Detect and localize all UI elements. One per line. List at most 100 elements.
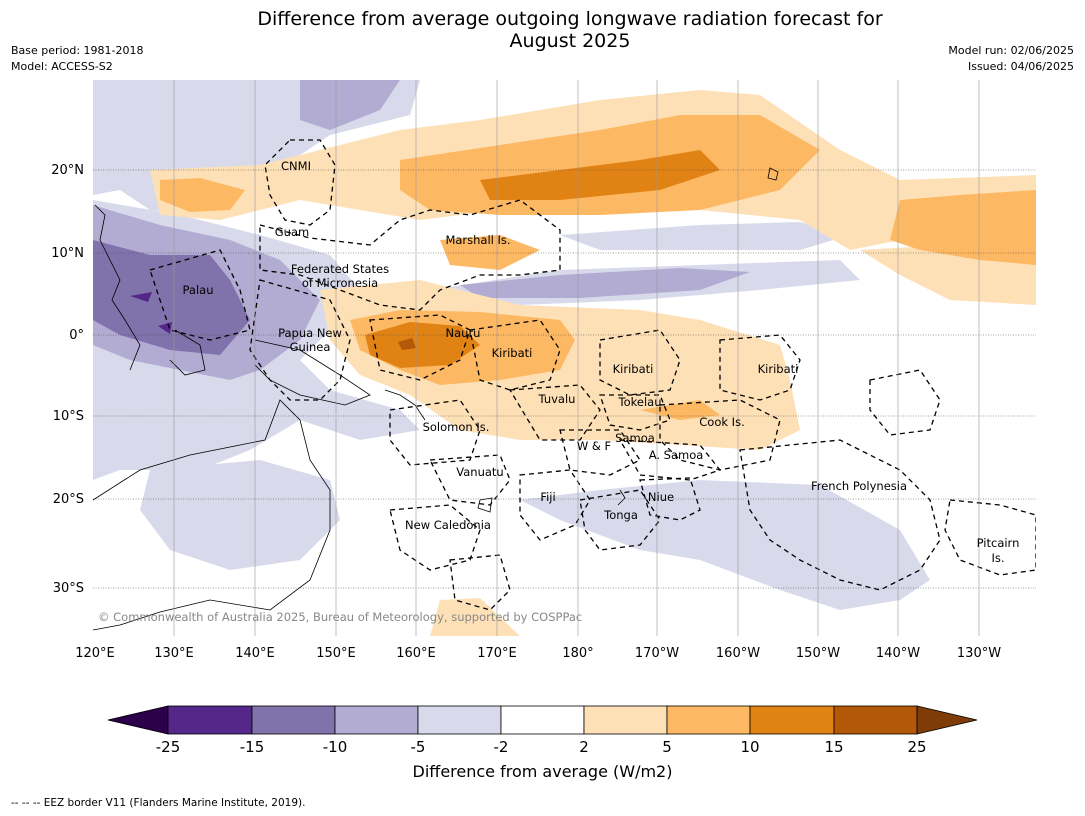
colorbar-ticks: -25 -15 -10 -5 -2 2 5 10 15 25 xyxy=(156,738,927,756)
anomaly-region-mid-orange-east xyxy=(890,190,1036,265)
lat-tick: 10°N xyxy=(51,246,84,261)
eez-footnote: -- -- -- EEZ border V11 (Flanders Marine… xyxy=(11,797,306,809)
colorbar-tick: -15 xyxy=(240,738,265,756)
label-niue: Niue xyxy=(648,490,674,504)
longitude-ticks: 120°E 130°E 140°E 150°E 160°E 170°E 180°… xyxy=(75,646,1001,661)
map-title-line1: Difference from average outgoing longwav… xyxy=(257,8,883,30)
colorbar-segment xyxy=(583,705,668,735)
label-guam: Guam xyxy=(275,225,309,239)
eez-borders xyxy=(149,139,1036,611)
model-name: Model: ACCESS-S2 xyxy=(11,60,113,73)
lon-tick: 140°E xyxy=(235,646,275,661)
map-title: Difference from average outgoing longwav… xyxy=(0,8,1085,52)
colorbar-segment xyxy=(334,705,419,735)
base-period: Base period: 1981-2018 xyxy=(11,44,144,57)
label-wallis-futuna: W & F xyxy=(577,439,611,453)
anomaly-region-dark-orange-central xyxy=(365,322,480,368)
label-kiribati-central: Kiribati xyxy=(613,362,654,376)
lat-tick: 20°S xyxy=(53,492,84,507)
colorbar-segment xyxy=(666,705,751,735)
label-samoa: Samoa xyxy=(615,431,655,445)
label-american-samoa: A. Samoa xyxy=(649,448,704,462)
lon-tick: 120°E xyxy=(75,646,115,661)
colorbar-tick: -25 xyxy=(156,738,181,756)
label-png-line2: Guinea xyxy=(290,340,331,354)
gridlines xyxy=(93,169,1036,589)
lon-tick: 150°W xyxy=(796,646,840,661)
colorbar-segment xyxy=(500,705,585,735)
anomaly-region-dark-orange-north xyxy=(480,150,720,200)
colorbar-tick: 25 xyxy=(907,738,926,756)
label-cnmi: CNMI xyxy=(281,159,311,173)
colorbar-min-extend xyxy=(107,705,169,735)
anomaly-region-light-purple-south xyxy=(520,480,930,610)
lon-tick: 140°W xyxy=(876,646,920,661)
copyright-notice: © Commonwealth of Australia 2025, Bureau… xyxy=(98,610,582,624)
label-solomon-islands: Solomon Is. xyxy=(423,420,490,434)
label-fsm-line1: Federated States xyxy=(291,262,389,276)
meta-left: Base period: 1981-2018 Model: ACCESS-S2 xyxy=(11,43,143,75)
colorbar-tick: 15 xyxy=(824,738,843,756)
anomaly-region-mid-purple-band xyxy=(460,268,750,298)
label-vanuatu: Vanuatu xyxy=(456,465,503,479)
colorbar-tick: 5 xyxy=(662,738,672,756)
lon-tick: 160°W xyxy=(716,646,760,661)
label-tuvalu: Tuvalu xyxy=(538,392,576,406)
anomaly-region-mid-orange-marshall xyxy=(440,235,540,270)
colorbar xyxy=(107,705,978,735)
anomaly-region-mid-orange-tokelau xyxy=(640,400,720,420)
label-new-caledonia: New Caledonia xyxy=(405,518,491,532)
anomaly-region-brown-central xyxy=(398,338,416,350)
colorbar-segment xyxy=(833,705,918,735)
issued-date: Issued: 04/06/2025 xyxy=(967,60,1074,73)
colorbar-label: Difference from average (W/m2) xyxy=(412,762,673,781)
colorbar-segment xyxy=(167,705,253,735)
label-cook-islands: Cook Is. xyxy=(699,415,744,429)
label-png-line1: Papua New xyxy=(278,326,342,340)
anomaly-region-light-purple-band-north xyxy=(560,222,850,250)
colorbar-segment xyxy=(251,705,336,735)
lon-tick: 130°E xyxy=(154,646,194,661)
label-fsm-line2: of Micronesia xyxy=(302,276,378,290)
latitude-ticks: 20°N 10°N 0° 10°S 20°S 30°S xyxy=(51,163,84,596)
place-labels: CNMI Guam Federated States of Micronesia… xyxy=(183,159,1020,565)
label-tokelau: Tokelau xyxy=(618,395,662,409)
label-kiribati-west: Kiribati xyxy=(492,346,533,360)
colorbar-segment xyxy=(749,705,835,735)
colorbar-tick: 2 xyxy=(579,738,589,756)
colorbar-tick: -10 xyxy=(323,738,348,756)
model-run: Model run: 02/06/2025 xyxy=(948,44,1074,57)
anomaly-region-light-orange-south xyxy=(430,598,520,636)
label-marshall: Marshall Is. xyxy=(445,233,510,247)
lon-tick: 170°E xyxy=(477,646,517,661)
label-palau: Palau xyxy=(183,283,214,297)
anomaly-region-deep-purple-1 xyxy=(130,292,152,302)
lon-tick: 130°W xyxy=(957,646,1001,661)
lon-tick: 180° xyxy=(562,646,593,661)
anomaly-region-light-purple-sw xyxy=(140,460,340,570)
lat-tick: 20°N xyxy=(51,163,84,178)
colorbar-tick: 10 xyxy=(740,738,759,756)
colorbar-segment xyxy=(417,705,502,735)
label-tonga: Tonga xyxy=(603,508,638,522)
anomaly-field: CNMI Guam Federated States of Micronesia… xyxy=(93,80,1036,636)
meta-right: Model run: 02/06/2025 Issued: 04/06/2025 xyxy=(948,43,1074,75)
anomaly-region-mid-purple-north xyxy=(300,80,400,130)
label-nauru: Nauru xyxy=(446,326,481,340)
label-kiribati-east: Kiribati xyxy=(758,362,799,376)
lat-tick: 0° xyxy=(69,328,84,343)
map-title-line2: August 2025 xyxy=(509,30,631,52)
lon-tick: 170°W xyxy=(635,646,679,661)
lat-tick: 10°S xyxy=(53,409,84,424)
colorbar-tick: -5 xyxy=(411,738,426,756)
lon-tick: 150°E xyxy=(316,646,356,661)
anomaly-region-dark-purple xyxy=(93,240,250,355)
colorbar-max-extend xyxy=(916,705,978,735)
lat-tick: 30°S xyxy=(53,581,84,596)
lon-tick: 160°E xyxy=(396,646,436,661)
coastlines xyxy=(93,167,779,631)
colorbar-tick: -2 xyxy=(494,738,509,756)
meridians xyxy=(173,80,980,636)
label-fiji: Fiji xyxy=(540,490,555,504)
